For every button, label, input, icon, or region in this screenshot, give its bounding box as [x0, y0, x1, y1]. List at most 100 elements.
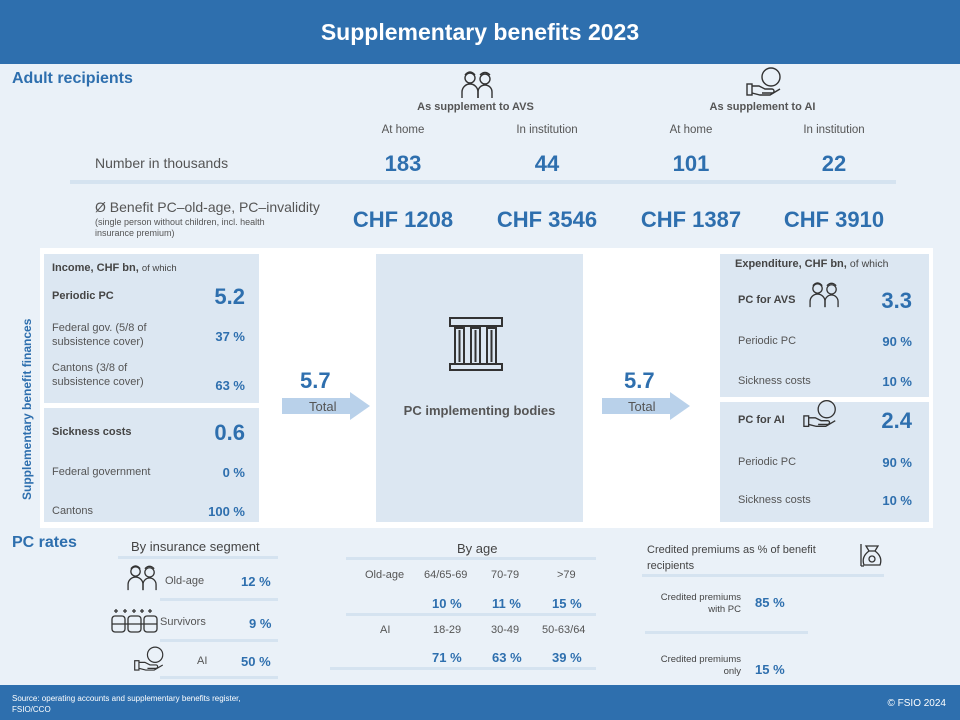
benefit-value: CHF 3546: [496, 207, 598, 232]
pc-ai-value: 2.4: [881, 408, 912, 433]
segment-title: By insurance segment: [131, 539, 260, 554]
page-title: Supplementary benefits 2023: [320, 19, 640, 45]
implementing-bodies-label: PC implementing bodies: [403, 403, 556, 418]
income-title-suffix: of which: [141, 263, 177, 274]
finances-vertical-title: Supplementary benefit finances: [20, 318, 34, 500]
ai-sickness-value: 10 %: [882, 493, 912, 508]
money-bag-icon: [860, 544, 882, 567]
federal-gov-label: Federal gov. (5/8 of subsistence cover): [52, 322, 147, 348]
segment-label: Old-age: [165, 575, 205, 587]
number-value: 101: [672, 151, 710, 176]
periodic-pc-label: Periodic PC: [52, 290, 114, 302]
divider: [160, 639, 278, 642]
footer-bar: [0, 685, 960, 720]
family-group-icon: [111, 609, 158, 633]
elderly-couple-icon: [809, 282, 839, 308]
sickness-federal-label: Federal government: [52, 466, 151, 478]
divider: [642, 574, 884, 577]
pc-avs-label: PC for AVS: [738, 294, 796, 306]
expenditure-ai-panel: [720, 402, 929, 522]
benefit-note: (single person without children, incl. h…: [95, 217, 265, 238]
col-header: In institution: [803, 124, 865, 136]
hand-coin-icon: [803, 400, 836, 428]
group-avs-label: As supplement to AVS: [417, 101, 534, 113]
benefit-value: CHF 1208: [352, 207, 454, 232]
sickness-cantons-label: Cantons: [52, 505, 93, 517]
segment-label: AI: [197, 655, 208, 667]
divider: [346, 557, 596, 560]
adult-recipients-title: Adult recipients: [12, 70, 133, 87]
header-bar: [0, 0, 960, 64]
ai-periodic-value: 90 %: [882, 455, 912, 470]
ai-periodic-label: Periodic PC: [738, 456, 797, 468]
arrow-right-icon: [282, 392, 370, 420]
avs-periodic-value: 90 %: [882, 334, 912, 349]
age-oldage-label: Old-age: [365, 569, 405, 581]
pc-ai-label: PC for AI: [738, 414, 785, 426]
sickness-panel: [44, 408, 259, 522]
segment-value: 12 %: [241, 574, 271, 589]
credited-pc-label: Credited premiums with PC: [660, 592, 741, 615]
cantons-value: 63 %: [215, 378, 245, 393]
segment-value: 50 %: [241, 654, 271, 669]
elderly-couple-icon: [461, 71, 493, 98]
elderly-couple-icon: [127, 565, 157, 591]
footer-copyright: © FSIO 2024: [887, 698, 946, 709]
income-panel: [44, 254, 259, 403]
age-bracket: 70-79: [491, 569, 520, 581]
columns-building-icon: [449, 317, 503, 371]
arrow-right-icon: [602, 392, 690, 420]
age-bracket: 64/65-69: [424, 569, 468, 581]
age-bracket: 18-29: [433, 624, 462, 636]
age-value: 71 %: [432, 650, 462, 665]
divider: [160, 598, 278, 601]
col-header: At home: [381, 124, 425, 136]
benefit-label: Ø Benefit PC–old-age, PC–invalidity: [95, 199, 320, 215]
income-title: Income, CHF bn, of which: [52, 262, 177, 274]
credited-only-label: Credited premiums only: [660, 654, 741, 677]
pc-avs-value: 3.3: [881, 288, 912, 313]
age-title: By age: [457, 541, 498, 556]
age-bracket: 50-63/64: [542, 624, 586, 636]
divider: [118, 556, 278, 559]
number-label: Number in thousands: [95, 155, 229, 171]
col-header: In institution: [516, 124, 578, 136]
divider: [160, 676, 278, 679]
expenditure-title-suffix: of which: [849, 258, 889, 270]
cantons-label: Cantons (3/8 of subsistence cover): [52, 362, 144, 388]
benefit-value: CHF 3910: [783, 207, 885, 232]
number-value: 22: [821, 151, 847, 176]
expenditure-avs-panel: [720, 254, 929, 397]
divider: [70, 180, 896, 184]
credited-pc-value: 85 %: [755, 595, 785, 610]
sickness-cantons-value: 100 %: [208, 504, 245, 519]
segment-value: 9 %: [249, 616, 272, 631]
avs-sickness-value: 10 %: [882, 374, 912, 389]
periodic-pc-value: 5.2: [214, 284, 245, 309]
hand-coin-icon: [746, 67, 781, 96]
expenditure-title-text: Expenditure, CHF bn,: [735, 258, 847, 270]
divider: [330, 667, 596, 670]
age-value: 15 %: [552, 596, 582, 611]
avs-sickness-label: Sickness costs: [738, 375, 811, 387]
footer-source: Source: operating accounts and supplemen…: [12, 694, 241, 714]
divider: [645, 631, 808, 634]
group-ai-label: As supplement to AI: [709, 101, 816, 113]
col-header: At home: [669, 124, 713, 136]
age-value: 63 %: [492, 650, 522, 665]
avs-periodic-label: Periodic PC: [738, 335, 797, 347]
credited-title: Credited premiums as % of benefit recipi…: [647, 544, 816, 572]
total-out-label: Total: [628, 399, 656, 414]
age-value: 10 %: [432, 596, 462, 611]
sickness-federal-value: 0 %: [222, 465, 245, 480]
age-value: 39 %: [552, 650, 582, 665]
segment-label: Survivors: [160, 616, 206, 628]
age-value: 11 %: [492, 596, 521, 611]
pc-rates-title: PC rates: [12, 534, 77, 551]
sickness-costs-label: Sickness costs: [52, 426, 132, 438]
total-in-value: 5.7: [300, 368, 331, 393]
ai-sickness-label: Sickness costs: [738, 494, 811, 506]
age-bracket: >79: [557, 569, 576, 581]
number-value: 183: [384, 151, 422, 176]
expenditure-title: Expenditure, CHF bn, of which: [735, 258, 888, 270]
